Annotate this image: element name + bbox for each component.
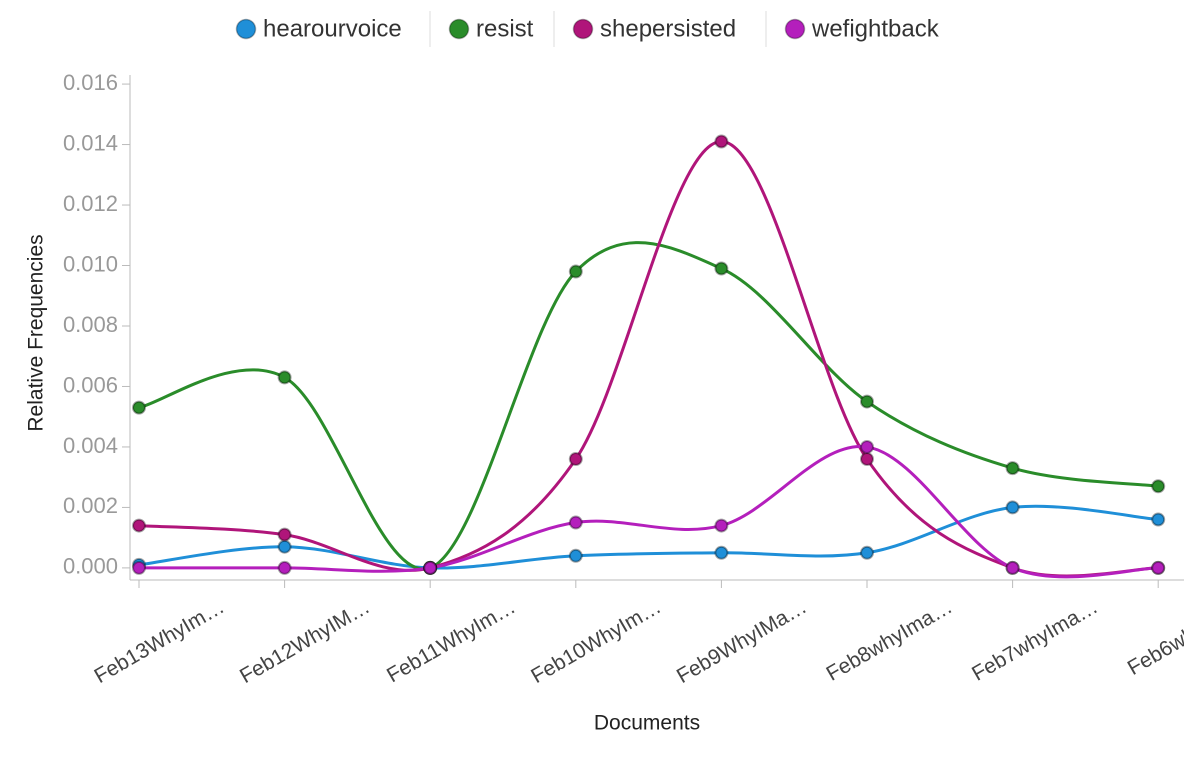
data-point xyxy=(568,264,583,279)
legend-label: resist xyxy=(476,15,534,42)
data-point xyxy=(132,560,146,575)
legend-item[interactable]: wefightback xyxy=(784,15,940,42)
legend-item[interactable]: resist xyxy=(448,15,534,42)
data-point xyxy=(132,400,146,415)
x-tick-label: Feb10WhyIm… xyxy=(527,595,665,688)
series-line xyxy=(138,504,1159,570)
y-tick-label: 0.016 xyxy=(63,70,118,95)
y-tick-label: 0.002 xyxy=(63,493,118,518)
y-tick-label: 0.000 xyxy=(63,554,118,579)
data-point xyxy=(860,394,874,409)
data-point xyxy=(277,539,292,554)
legend-item[interactable]: hearourvoice xyxy=(235,15,402,42)
x-tick-label: Feb7whyIma… xyxy=(968,595,1102,686)
legend-swatch xyxy=(448,18,470,40)
data-point xyxy=(277,370,292,385)
data-point xyxy=(714,518,729,533)
series-line xyxy=(139,445,1159,579)
data-point xyxy=(1005,500,1020,515)
data-point xyxy=(423,560,438,575)
legend-label: shepersisted xyxy=(600,15,736,42)
series-line xyxy=(138,140,1159,578)
x-tick-label: Feb9WhyIMa… xyxy=(673,595,811,688)
legend-swatch xyxy=(784,18,806,40)
y-tick-label: 0.014 xyxy=(63,130,118,155)
legend-item[interactable]: shepersisted xyxy=(572,15,737,42)
x-axis-title: Documents xyxy=(594,712,700,735)
data-point xyxy=(860,452,874,467)
y-tick-label: 0.012 xyxy=(63,191,118,216)
data-point xyxy=(714,261,729,276)
x-tick-label: Feb11WhyIm… xyxy=(383,595,519,687)
x-tick-label: Feb12WhyIM… xyxy=(236,595,374,688)
data-point xyxy=(568,515,583,530)
x-tick-label: Feb8whyIma… xyxy=(822,595,956,686)
x-tick-label: Feb13WhyIm… xyxy=(90,595,228,688)
data-point xyxy=(1151,479,1166,494)
legend-label: hearourvoice xyxy=(263,15,402,42)
data-point xyxy=(132,518,146,533)
data-point xyxy=(1151,560,1166,575)
data-point xyxy=(714,545,729,560)
y-tick-label: 0.006 xyxy=(63,372,118,397)
data-point xyxy=(568,452,583,467)
legend-swatch xyxy=(235,18,257,40)
y-tick-label: 0.004 xyxy=(63,433,118,458)
y-tick-label: 0.008 xyxy=(63,312,118,337)
data-point xyxy=(1151,512,1166,527)
x-tick-label: Feb6whyIm… xyxy=(1124,595,1184,680)
data-point xyxy=(1005,461,1020,476)
data-point xyxy=(714,134,729,149)
legend-label: wefightback xyxy=(811,15,940,42)
data-point xyxy=(860,439,874,454)
legend-swatch xyxy=(572,18,594,40)
data-point xyxy=(568,548,583,563)
y-tick-label: 0.010 xyxy=(63,251,118,276)
data-point xyxy=(860,545,874,560)
data-point xyxy=(277,560,292,575)
data-point xyxy=(1005,560,1020,575)
data-point xyxy=(277,527,292,542)
series-line xyxy=(138,241,1159,571)
y-axis-title: Relative Frequencies xyxy=(25,234,48,431)
